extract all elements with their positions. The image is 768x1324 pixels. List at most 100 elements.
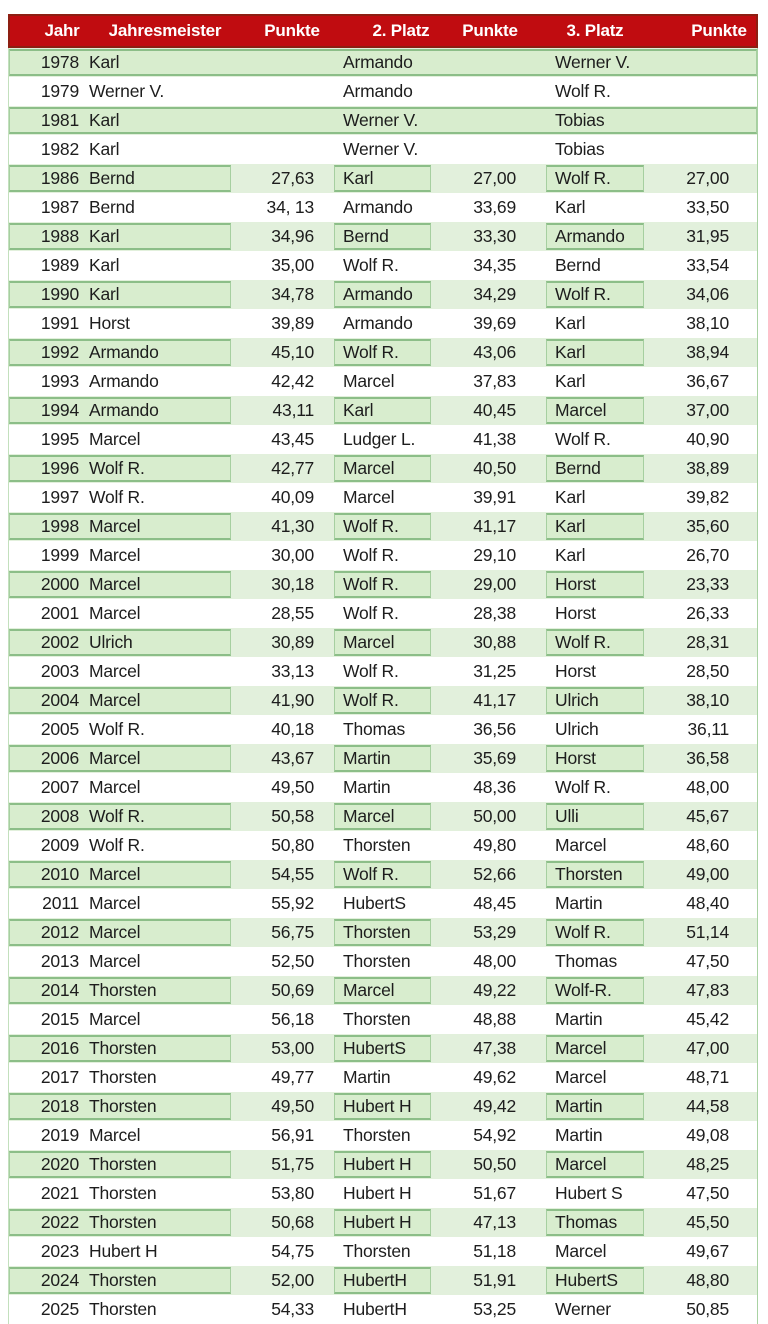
cell-third-place: Marcel (555, 1154, 607, 1174)
second-highlight-box (334, 1267, 431, 1294)
cell-champion: Thorsten (89, 1212, 157, 1232)
cell-punkte-3: 44,58 (686, 1096, 729, 1116)
third-highlight-box (546, 977, 644, 1004)
cell-champion: Karl (89, 284, 120, 304)
cell-punkte-3: 47,50 (686, 1183, 729, 1203)
cell-punkte-2: 39,69 (473, 313, 516, 333)
cell-second-place: Hubert H (343, 1096, 412, 1116)
cell-third-place: Ulrich (555, 719, 599, 739)
table-row: 2021 Thorsten 53,80 Hubert H 51,67 Hubert S 47… (8, 1179, 758, 1208)
cell-punkte-3: 49,08 (686, 1125, 729, 1145)
table-row: 2010 Marcel 54,55 Wolf R. 52,66 Thorsten 49,00 (8, 860, 758, 889)
cell-year: 2010 (40, 864, 79, 884)
champion-highlight-box (9, 455, 231, 482)
cell-champion: Marcel (89, 748, 141, 768)
cell-year: 2024 (40, 1270, 79, 1290)
cell-champion: Armando (89, 400, 159, 420)
cell-year: 1989 (40, 255, 79, 275)
cell-punkte-1: 43,45 (271, 429, 314, 449)
cell-champion: Thorsten (89, 980, 157, 1000)
cell-champion: Wolf R. (89, 835, 145, 855)
cell-champion: Marcel (89, 893, 141, 913)
cell-punkte-1 (214, 106, 314, 135)
cell-champion: Hubert H (89, 1241, 158, 1261)
table-row: 1991 Horst 39,89 Armando 39,69 Karl 38,10 (8, 309, 758, 338)
table-row: 1986 Bernd 27,63 Karl 27,00 Wolf R. 27,00 (8, 164, 758, 193)
cell-punkte-3: 48,40 (686, 893, 729, 913)
cell-third-place: Wolf R. (555, 168, 611, 188)
cell-punkte-1: 28,55 (271, 603, 314, 623)
cell-punkte-2: 51,91 (473, 1270, 516, 1290)
cell-punkte-2: 37,83 (473, 371, 516, 391)
cell-second-place: Bernd (343, 226, 389, 246)
cell-year: 1981 (40, 110, 79, 130)
champion-highlight-box (9, 1267, 231, 1294)
cell-year: 2025 (40, 1299, 79, 1319)
cell-champion: Karl (89, 226, 120, 246)
cell-punkte-3: 49,67 (686, 1241, 729, 1261)
cell-second-place: Hubert H (343, 1212, 412, 1232)
cell-second-place: Werner V. (343, 110, 419, 130)
table-row: 2020 Thorsten 51,75 Hubert H 50,50 Marcel 48,2… (8, 1150, 758, 1179)
cell-punkte-2: 50,50 (473, 1154, 516, 1174)
third-highlight-box (546, 223, 644, 250)
table-row: 1995 Marcel 43,45 Ludger L. 41,38 Wolf R. 40,9… (8, 425, 758, 454)
table-row: 2012 Marcel 56,75 Thorsten 53,29 Wolf R. 51,14 (8, 918, 758, 947)
cell-third-place: Karl (555, 371, 586, 391)
cell-champion: Thorsten (89, 1183, 157, 1203)
table-row: 1997 Wolf R. 40,09 Marcel 39,91 Karl 39,82 (8, 483, 758, 512)
cell-champion: Marcel (89, 574, 141, 594)
cell-third-place: Marcel (555, 1241, 607, 1261)
cell-third-place: Thomas (555, 1212, 618, 1232)
cell-punkte-2: 48,88 (473, 1009, 516, 1029)
cell-year: 2000 (40, 574, 79, 594)
header-col-jahr: Jahr (44, 21, 80, 40)
cell-year: 1992 (40, 342, 79, 362)
cell-third-place: Tobias (555, 110, 605, 130)
second-highlight-box (334, 861, 431, 888)
cell-punkte-2: 43,06 (473, 342, 516, 362)
cell-punkte-3: 49,00 (686, 864, 729, 884)
cell-second-place: Ludger L. (343, 429, 416, 449)
second-highlight-box (334, 281, 431, 308)
table-row: 2015 Marcel 56,18 Thorsten 48,88 Martin 45,42 (8, 1005, 758, 1034)
cell-year: 2004 (40, 690, 79, 710)
cell-champion: Wolf R. (89, 719, 145, 739)
cell-year: 2021 (40, 1183, 79, 1203)
cell-third-place: Ulrich (555, 690, 599, 710)
cell-punkte-1: 35,00 (271, 255, 314, 275)
third-highlight-box (546, 1151, 644, 1178)
table-row: 2011 Marcel 55,92 HubertS 48,45 Martin 48,40 (8, 889, 758, 918)
cell-second-place: Armando (343, 197, 413, 217)
second-highlight-box (334, 571, 431, 598)
cell-champion: Marcel (89, 864, 141, 884)
second-highlight-box (334, 455, 431, 482)
cell-punkte-1: 50,68 (271, 1212, 314, 1232)
cell-punkte-1: 56,75 (271, 922, 314, 942)
table-row: 2017 Thorsten 49,77 Martin 49,62 Marcel 48,71 (8, 1063, 758, 1092)
cell-second-place: Marcel (343, 980, 395, 1000)
cell-punkte-3: 38,89 (686, 458, 729, 478)
cell-punkte-2: 36,56 (473, 719, 516, 739)
cell-punkte-1: 43,11 (272, 400, 315, 420)
cell-year: 2006 (40, 748, 79, 768)
cell-punkte-2: 54,92 (473, 1125, 516, 1145)
cell-year: 2013 (40, 951, 79, 971)
table-row: 1978 Karl Armando Werner V. (8, 48, 758, 77)
cell-punkte-3: 45,67 (686, 806, 729, 826)
table-header-row: Jahr Jahresmeister Punkte 2. Platz Punkte 3. … (8, 14, 758, 48)
cell-punkte-3: 36,11 (687, 719, 730, 739)
cell-punkte-1: 30,89 (271, 632, 314, 652)
header-col-jahresmeister: Jahresmeister (108, 21, 222, 40)
table-row: 1979 Werner V. Armando Wolf R. (8, 77, 758, 106)
cell-punkte-3: 39,82 (686, 487, 729, 507)
cell-third-place: Karl (555, 197, 586, 217)
cell-punkte-1: 49,50 (271, 777, 314, 797)
header-col-punkte-3: Punkte (691, 21, 747, 40)
cell-third-place: Wolf R. (555, 777, 611, 797)
cell-punkte-1: 30,00 (271, 545, 314, 565)
cell-champion: Karl (89, 52, 120, 72)
cell-punkte-1: 49,50 (271, 1096, 314, 1116)
cell-punkte-1: 41,30 (271, 516, 314, 536)
second-highlight-box (334, 1035, 431, 1062)
